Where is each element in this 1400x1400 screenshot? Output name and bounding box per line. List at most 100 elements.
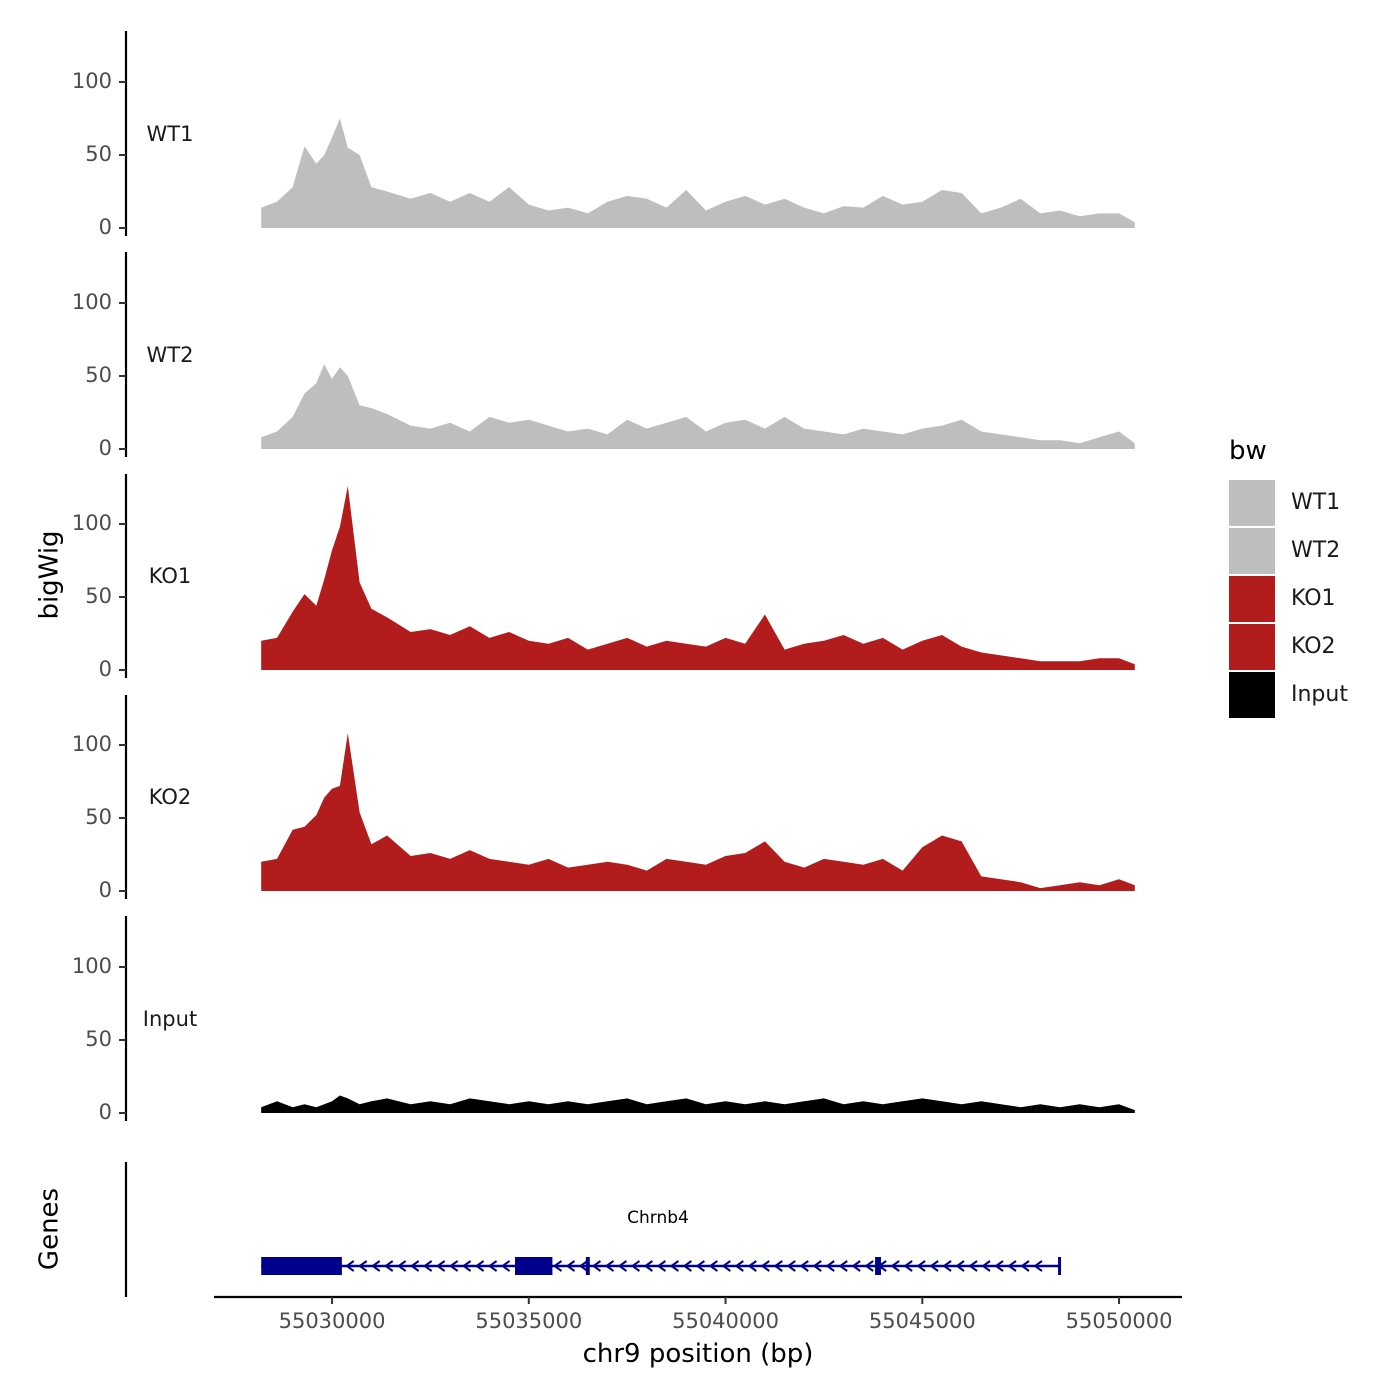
track-wt2: 0 50 100 WT2: [72, 252, 1135, 460]
strand-arrow: [591, 1260, 602, 1272]
strand-arrow: [358, 1260, 368, 1272]
coverage-area-wt1: [261, 118, 1135, 228]
strand-arrow: [838, 1260, 848, 1272]
y-tick-label: 100: [72, 290, 112, 314]
strand-arrow: [448, 1260, 459, 1272]
strand-arrow: [474, 1260, 485, 1272]
strand-arrow: [799, 1260, 809, 1272]
coverage-tracks: 0 50 100 WT1 0 50 100 WT2 0 50 100 KO1 0 50 100 KO2 0 50 1…: [72, 31, 1135, 1124]
strand-arrow: [760, 1260, 770, 1272]
strand-arrow: [929, 1260, 939, 1272]
strand-arrow: [773, 1260, 783, 1272]
x-tick-label: 55045000: [869, 1309, 976, 1333]
strand-arrow: [695, 1260, 705, 1272]
track-label: KO1: [149, 564, 192, 588]
y-tick-label: 100: [72, 954, 112, 978]
strand-arrow: [617, 1260, 628, 1272]
strand-arrow: [968, 1260, 978, 1272]
strand-arrow: [851, 1260, 861, 1272]
strand-arrow: [890, 1260, 900, 1272]
strand-arrow: [396, 1260, 407, 1272]
x-ticks: 55030000 55035000 55040000 55045000 55050000: [279, 1297, 1172, 1333]
strand-arrow: [500, 1260, 511, 1272]
x-tick-label: 55040000: [672, 1309, 779, 1333]
strand-arrow: [461, 1260, 472, 1272]
y-tick-label: 50: [85, 1027, 112, 1051]
y-tick-label: 0: [99, 657, 112, 681]
track-label: WT2: [147, 343, 194, 367]
y-tick-label: 50: [85, 805, 112, 829]
legend: bw WT1 WT2 KO1 KO2 Input: [1229, 436, 1348, 718]
strand-arrow: [552, 1260, 563, 1272]
legend-label-input: Input: [1291, 682, 1348, 707]
strand-arrow: [604, 1260, 615, 1272]
gene-name-label: Chrnb4: [627, 1208, 689, 1228]
y-tick-label: 50: [85, 584, 112, 608]
strand-arrow: [643, 1260, 654, 1272]
y-tick-label: 50: [85, 142, 112, 166]
y-axis-title: bigWig: [35, 530, 65, 619]
coverage-area-ko2: [261, 733, 1135, 891]
track-ko1: 0 50 100 KO1: [72, 474, 1135, 681]
track-input: 0 50 100 Input: [72, 916, 1135, 1124]
legend-title: bw: [1229, 436, 1267, 466]
strand-arrow: [669, 1260, 679, 1272]
strand-arrow: [864, 1260, 874, 1272]
exon: [585, 1257, 590, 1275]
track-ko2: 0 50 100 KO2: [72, 695, 1135, 902]
strand-arrow: [1033, 1260, 1043, 1272]
exon: [1058, 1257, 1062, 1275]
legend-swatch-wt1: [1229, 480, 1275, 526]
legend-label-wt2: WT2: [1291, 538, 1340, 563]
exon: [875, 1257, 881, 1275]
strand-arrow: [422, 1260, 433, 1272]
y-tick-label: 50: [85, 363, 112, 387]
y-tick-label: 0: [99, 215, 112, 239]
strand-arrow: [955, 1260, 965, 1272]
strand-arrow: [371, 1260, 381, 1272]
strand-arrow: [994, 1260, 1004, 1272]
strand-arrow: [708, 1260, 718, 1272]
y-tick-label: 0: [99, 878, 112, 902]
y-tick-label: 100: [72, 732, 112, 756]
strand-arrow: [747, 1260, 757, 1272]
legend-swatch-wt2: [1229, 528, 1275, 574]
strand-arrow: [383, 1260, 394, 1272]
strand-arrow: [942, 1260, 952, 1272]
coverage-area-wt2: [261, 364, 1135, 449]
strand-arrow: [487, 1260, 498, 1272]
track-label: Input: [143, 1007, 197, 1031]
exon: [515, 1257, 553, 1275]
strand-arrow: [656, 1260, 666, 1272]
coverage-area-ko1: [261, 486, 1135, 670]
strand-arrow: [1007, 1260, 1017, 1272]
legend-entries: WT1 WT2 KO1 KO2 Input: [1229, 480, 1348, 718]
gene-track-label: Genes: [35, 1188, 65, 1270]
strand-arrow: [981, 1260, 991, 1272]
strand-arrow: [630, 1260, 641, 1272]
strand-arrow: [825, 1260, 835, 1272]
strand-arrow: [916, 1260, 926, 1272]
legend-label-ko1: KO1: [1291, 586, 1336, 611]
legend-label-ko2: KO2: [1291, 634, 1336, 659]
strand-arrow: [903, 1260, 913, 1272]
strand-arrow: [435, 1260, 446, 1272]
y-tick-label: 100: [72, 511, 112, 535]
strand-arrow: [721, 1260, 731, 1272]
track-label: KO2: [149, 785, 192, 809]
x-tick-label: 55030000: [279, 1309, 386, 1333]
exon: [261, 1257, 342, 1275]
legend-swatch-input: [1229, 672, 1275, 718]
strand-arrow: [345, 1260, 355, 1272]
y-tick-label: 100: [72, 69, 112, 93]
legend-label-wt1: WT1: [1291, 490, 1340, 515]
strand-arrow: [734, 1260, 744, 1272]
legend-swatch-ko1: [1229, 576, 1275, 622]
strand-arrow: [682, 1260, 692, 1272]
strand-arrow: [1020, 1260, 1030, 1272]
y-tick-label: 0: [99, 436, 112, 460]
x-tick-label: 55035000: [475, 1309, 582, 1333]
legend-swatch-ko2: [1229, 624, 1275, 670]
track-label: WT1: [147, 122, 194, 146]
x-axis-title: chr9 position (bp): [583, 1339, 814, 1369]
